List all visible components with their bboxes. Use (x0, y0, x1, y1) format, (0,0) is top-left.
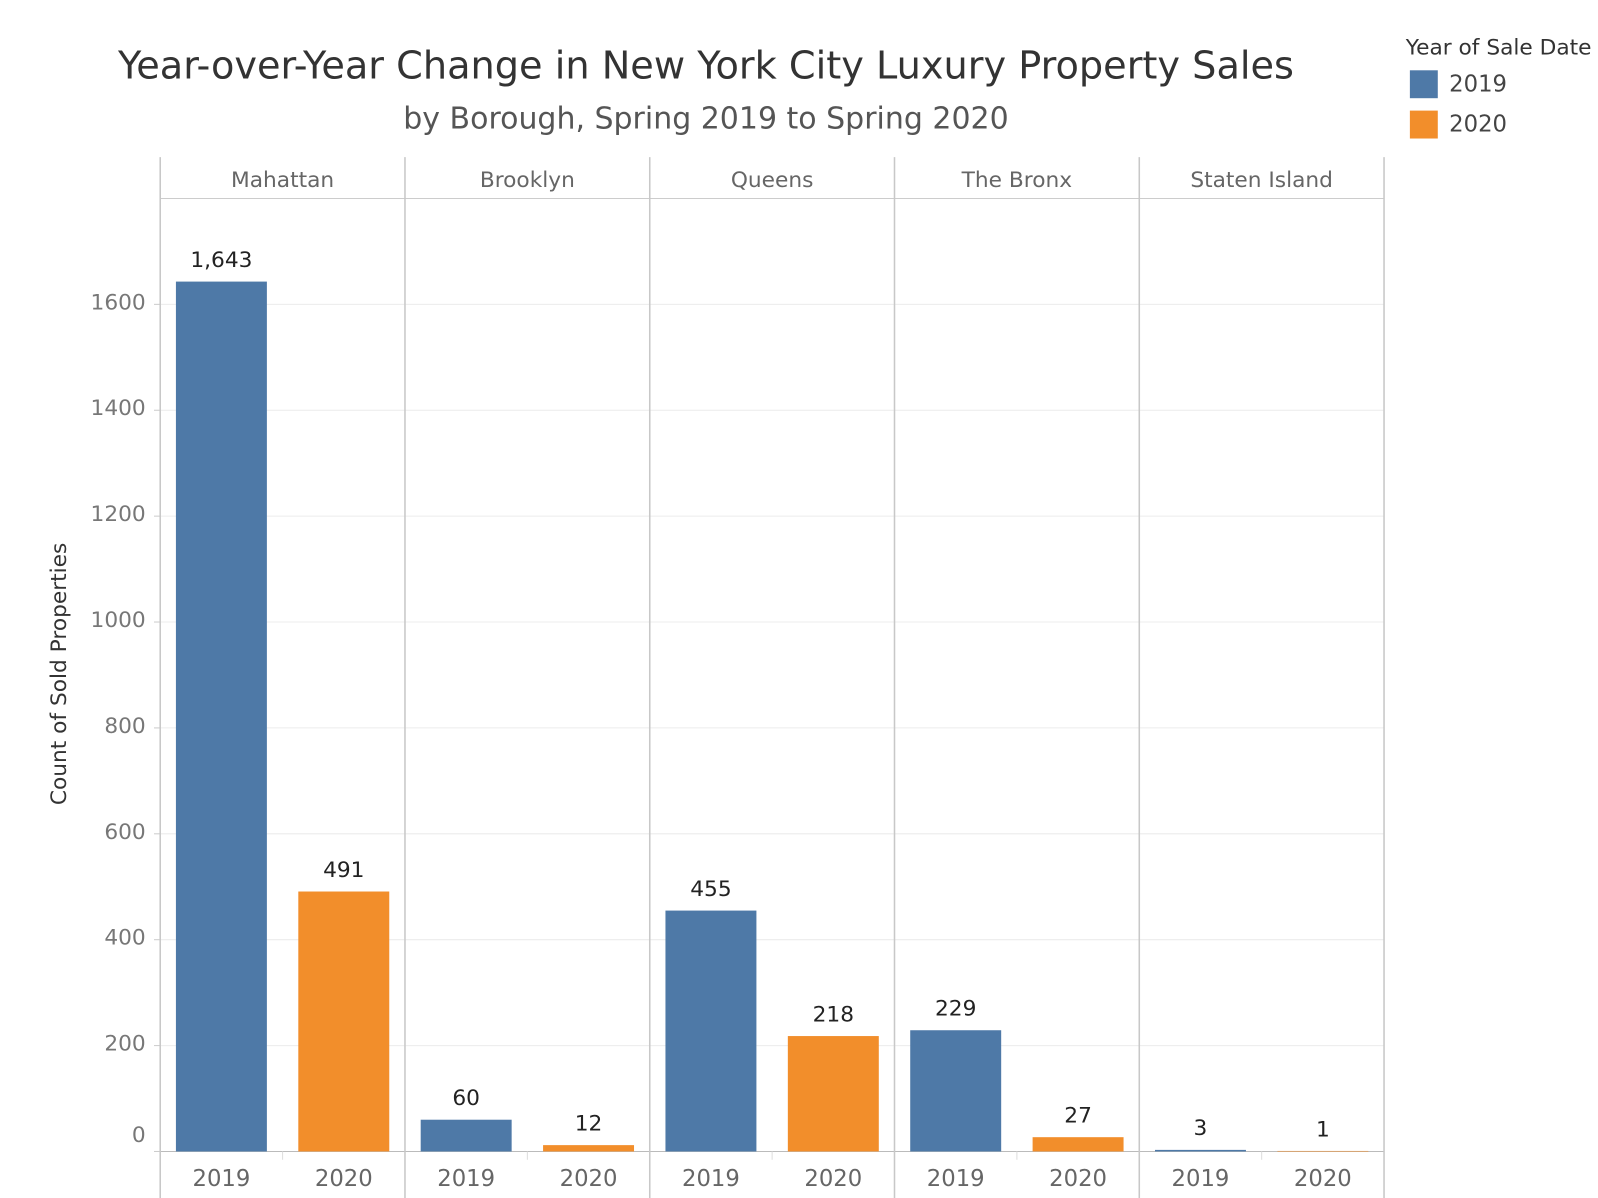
legend-label: 2020 (1449, 112, 1507, 138)
y-tick-label: 600 (104, 820, 145, 845)
value-label: 491 (323, 858, 364, 883)
bar (665, 910, 757, 1152)
x-tick-label: 2019 (682, 1166, 740, 1192)
legend-swatch (1409, 110, 1438, 139)
legend-swatch (1409, 70, 1438, 99)
value-label: 1,643 (190, 248, 252, 273)
bar (910, 1030, 1002, 1152)
value-label: 1 (1316, 1117, 1330, 1142)
y-tick-label: 1400 (91, 396, 146, 421)
y-tick-label: 1200 (91, 502, 146, 527)
y-tick-label: 200 (104, 1032, 145, 1057)
bar (420, 1119, 512, 1152)
y-tick-label: 400 (104, 926, 145, 951)
x-tick-label: 2020 (560, 1166, 618, 1192)
bar (543, 1145, 635, 1152)
value-label: 455 (690, 877, 731, 902)
value-label: 60 (452, 1086, 480, 1111)
legend-label: 2019 (1449, 71, 1507, 97)
value-label: 3 (1194, 1116, 1208, 1141)
x-tick-label: 2020 (1294, 1166, 1352, 1192)
y-tick-label: 800 (104, 714, 145, 739)
x-tick-label: 2020 (315, 1166, 373, 1192)
bar (1032, 1137, 1124, 1152)
x-tick-label: 2020 (804, 1166, 862, 1192)
y-tick-label: 1600 (91, 290, 146, 315)
y-tick-label: 0 (132, 1123, 146, 1148)
panel-header: The Bronx (961, 168, 1073, 193)
value-label: 229 (935, 997, 976, 1022)
panel-header: Brooklyn (480, 168, 575, 193)
x-tick-label: 2019 (437, 1166, 495, 1192)
panel-header: Mahattan (231, 168, 334, 193)
x-tick-label: 2019 (192, 1166, 250, 1192)
x-tick-label: 2019 (1172, 1166, 1230, 1192)
bar (298, 891, 390, 1152)
bar (1154, 1149, 1246, 1152)
legend-title: Year of Sale Date (1405, 36, 1592, 61)
x-tick-label: 2019 (927, 1166, 985, 1192)
value-label: 12 (575, 1111, 603, 1136)
panel-header: Queens (731, 168, 814, 193)
y-axis-label: Count of Sold Properties (47, 543, 72, 805)
bar (1277, 1150, 1369, 1152)
y-tick-label: 1000 (91, 608, 146, 633)
value-label: 27 (1064, 1104, 1092, 1129)
x-tick-label: 2020 (1049, 1166, 1107, 1192)
chart-title: Year-over-Year Change in New York City L… (117, 45, 1294, 89)
panel-header: Staten Island (1190, 168, 1333, 193)
bar (787, 1036, 879, 1152)
chart-subtitle: by Borough, Spring 2019 to Spring 2020 (403, 101, 1008, 136)
value-label: 218 (813, 1002, 854, 1027)
bar (175, 281, 267, 1152)
